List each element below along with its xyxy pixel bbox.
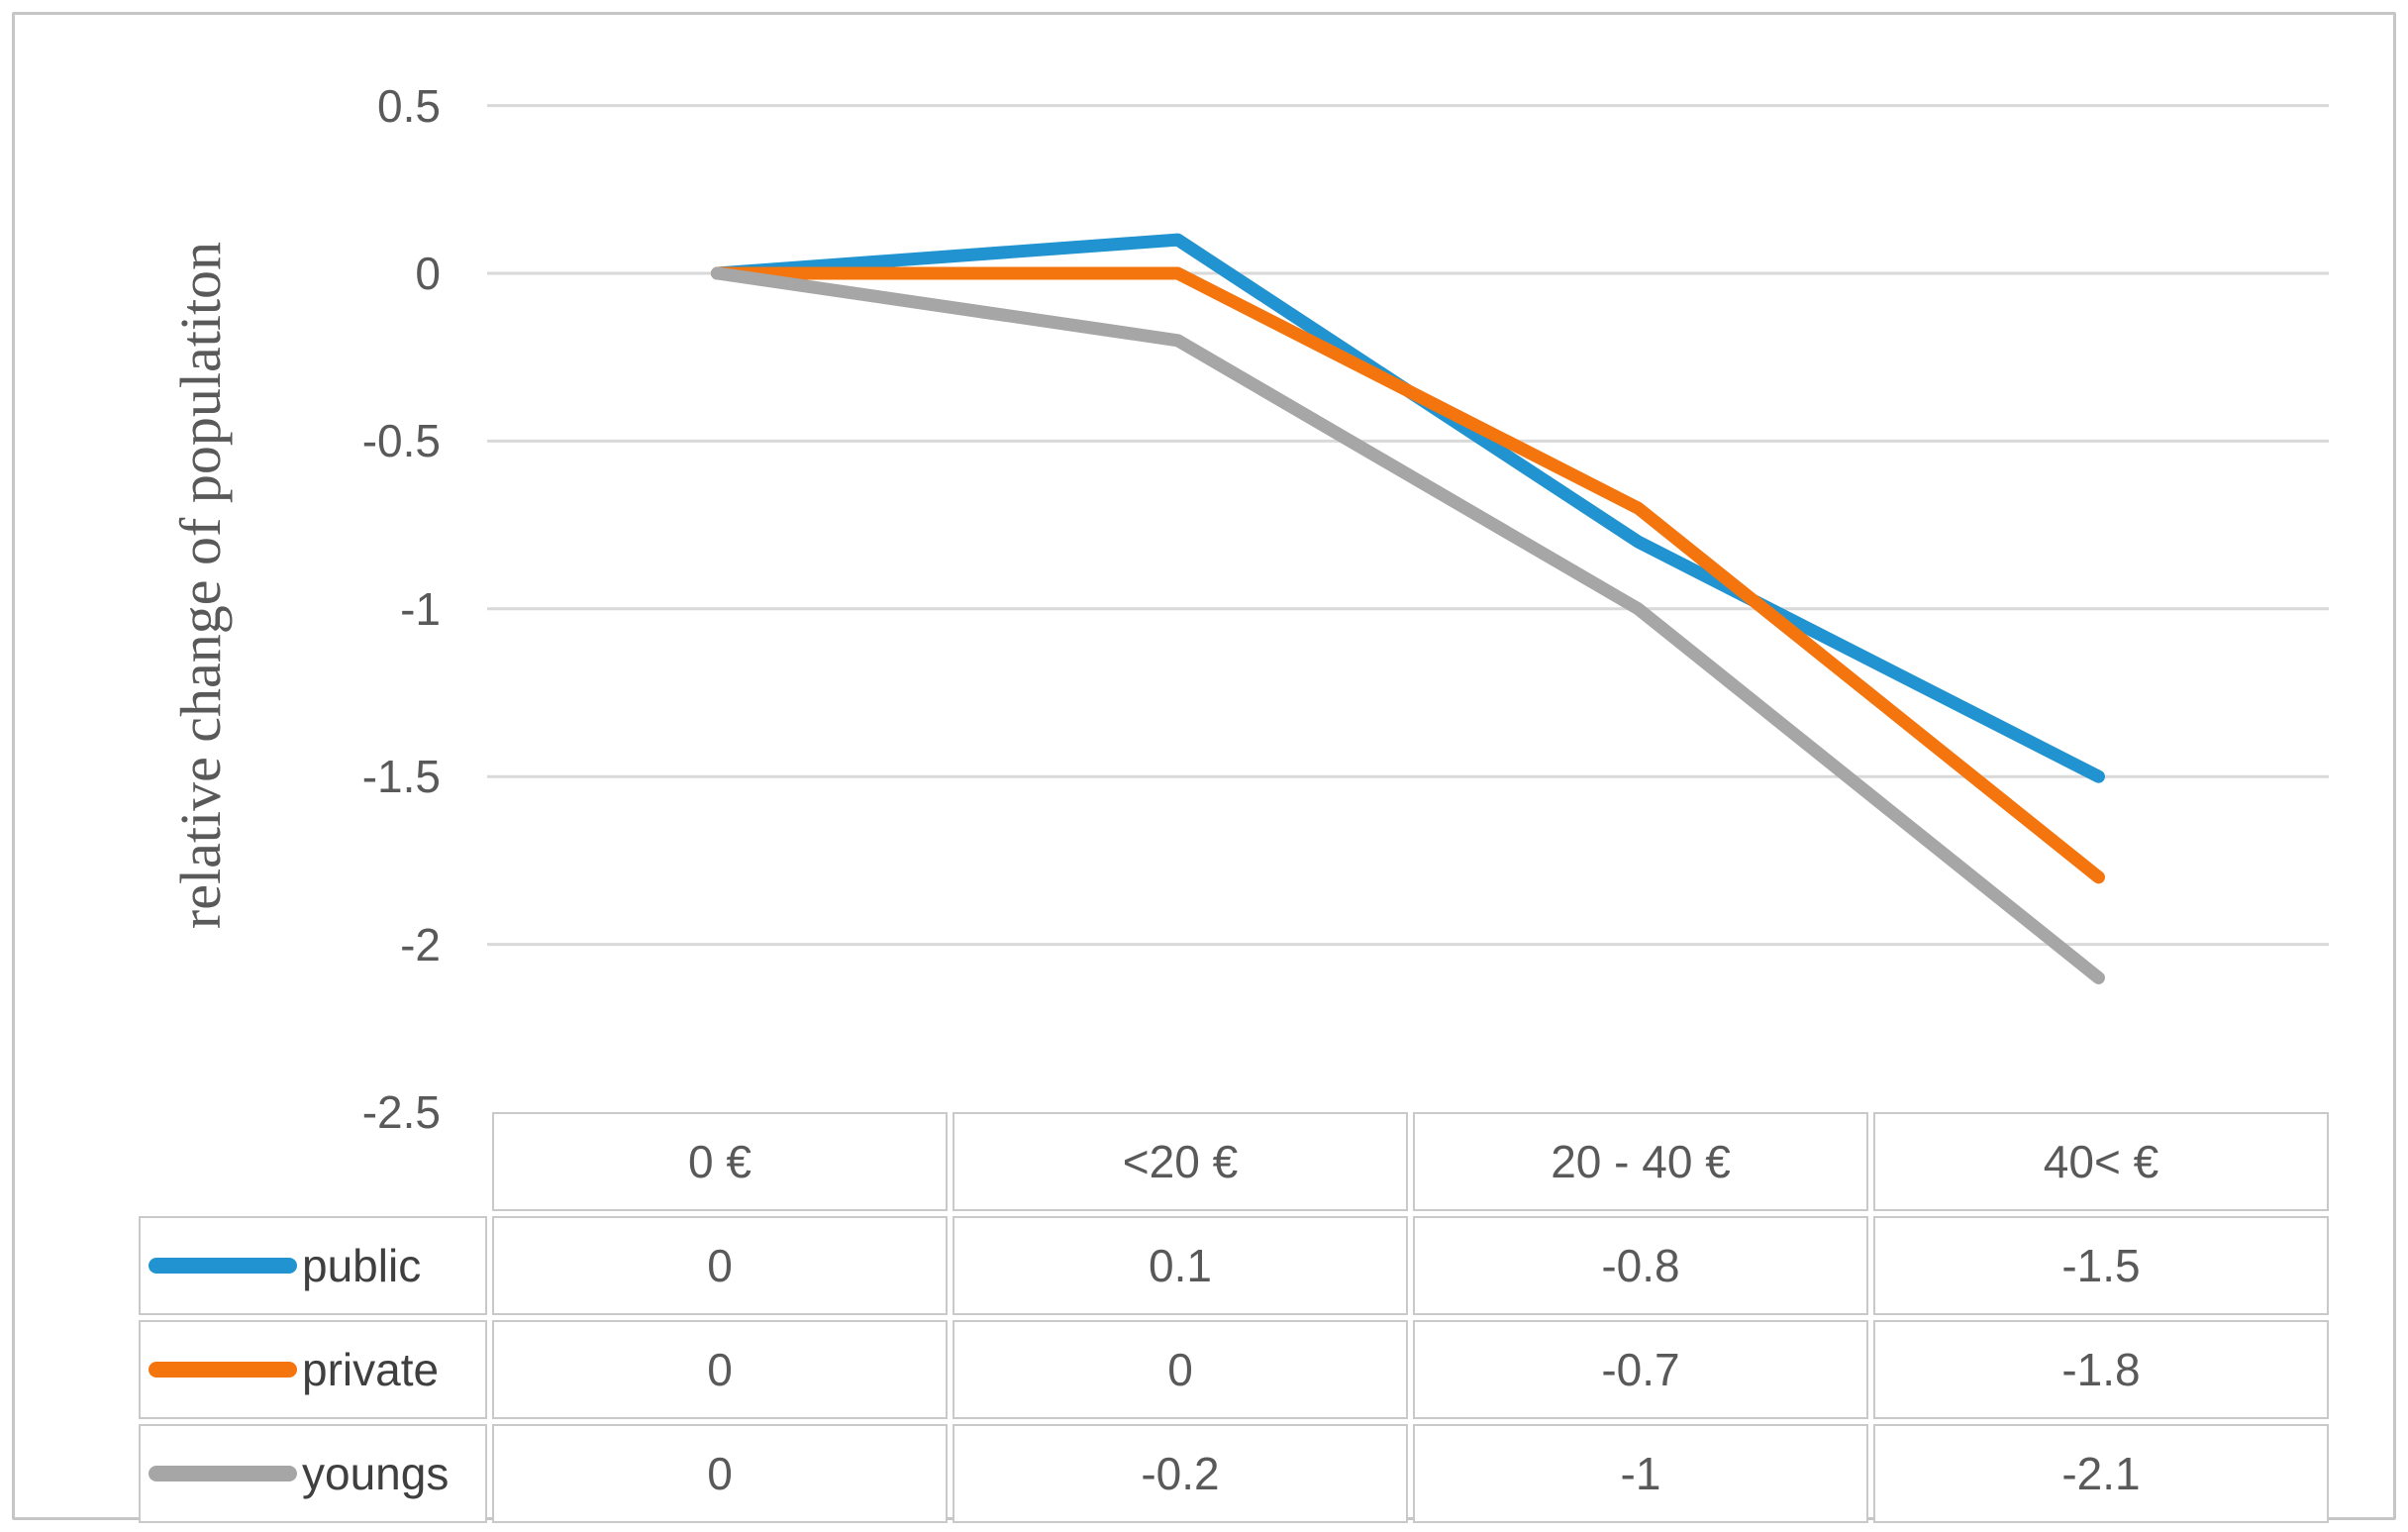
- table-value-cell: 0: [492, 1320, 948, 1419]
- y-axis-tick-label: -1.5: [361, 751, 441, 803]
- y-axis-tick-label: -2.5: [361, 1086, 441, 1138]
- legend-cell-youngs: youngs: [139, 1424, 487, 1523]
- table-header-cell: <20 €: [953, 1112, 1408, 1211]
- series-line-youngs: [711, 266, 2105, 984]
- legend-label: private: [302, 1344, 440, 1395]
- legend-label: youngs: [302, 1448, 450, 1499]
- legend-line-swatch-youngs: [149, 1466, 297, 1481]
- table-value-cell: -1.5: [1873, 1216, 2329, 1315]
- legend-line-swatch-public: [149, 1258, 297, 1274]
- chart-data-table: 0 € <20 €20 - 40 €40< € public 0 0.1 -0.8 -1.5…: [139, 1112, 2329, 1523]
- y-axis-tick-label: -0.5: [361, 415, 441, 467]
- table-value-cell: -0.7: [1413, 1320, 1868, 1419]
- y-axis-tick-label: -1: [400, 582, 441, 635]
- table-value-cell: 0: [492, 1216, 948, 1315]
- table-header-cell: 20 - 40 €: [1413, 1112, 1868, 1211]
- y-axis-tick-label: 0.5: [377, 79, 441, 132]
- table-value-cell: 0.1: [953, 1216, 1408, 1315]
- legend-label: public: [302, 1240, 422, 1291]
- table-value-cell: -1.8: [1873, 1320, 2329, 1419]
- table-value-cell: 0: [953, 1320, 1408, 1419]
- series-line-private: [711, 266, 2105, 884]
- table-value-cell: 0: [492, 1424, 948, 1523]
- table-header-cell: 0 €: [492, 1112, 948, 1211]
- table-value-cell: -0.8: [1413, 1216, 1868, 1315]
- table-corner-cell: [139, 1112, 487, 1211]
- table-header-cell: 40< €: [1873, 1112, 2329, 1211]
- legend-line-swatch-private: [149, 1362, 297, 1378]
- series-line-public: [711, 233, 2105, 783]
- line-chart-svg: [487, 104, 2329, 984]
- y-axis-tick-label: 0: [415, 248, 441, 299]
- legend-cell-private: private: [139, 1320, 487, 1419]
- legend-cell-public: public: [139, 1216, 487, 1315]
- y-axis-tick-label: -2: [400, 918, 441, 970]
- table-value-cell: -0.2: [953, 1424, 1408, 1523]
- table-value-cell: -1: [1413, 1424, 1868, 1523]
- plot-area: [487, 45, 2329, 1112]
- chart-outer-border: relative change of populatiton 0.5 0 -0.5-…: [12, 12, 2396, 1523]
- table-value-cell: -2.1: [1873, 1424, 2329, 1523]
